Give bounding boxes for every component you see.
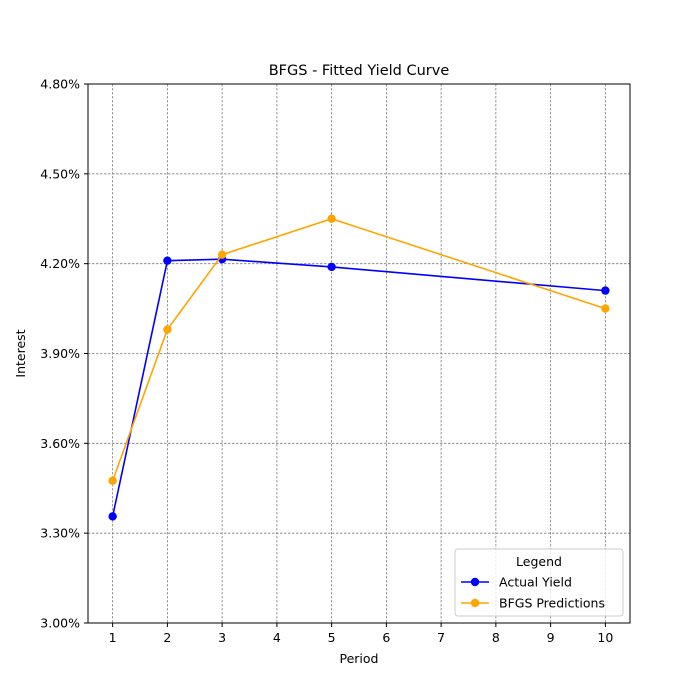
legend-label: BFGS Predictions [499,596,605,611]
legend: Legend Actual Yield BFGS Predictions [454,548,624,617]
x-tick-label: 2 [163,630,171,645]
x-tick-label: 8 [492,630,500,645]
y-tick-label: 4.20% [40,256,80,271]
data-point [327,262,336,272]
data-point [108,512,117,521]
y-tick-label: 3.00% [40,616,80,631]
series-bfgs-predictions [108,214,610,485]
data-point [108,476,117,485]
legend-marker [470,577,480,587]
y-tick-label: 3.30% [40,526,80,541]
data-point [163,325,172,334]
legend-item: BFGS Predictions [461,596,605,611]
x-tick-label: 10 [597,630,613,645]
legend-label: Actual Yield [499,575,572,590]
data-point [163,256,172,265]
y-tick-label: 4.50% [40,166,80,181]
legend-item: Actual Yield [461,575,572,590]
data-point [601,286,610,295]
y-tick-label: 3.90% [40,346,80,361]
legend-items: Actual Yield BFGS Predictions [461,575,605,611]
x-tick-label: 4 [273,630,281,645]
legend-box [454,548,624,617]
data-point [327,214,336,223]
axis-ticks: 1 2 3 4 5 6 7 8 9 10 3.00% 3.30% 3.60% 3.90% 4.20% 4.50… [40,77,613,646]
x-axis-label: Period [340,651,379,666]
x-tick-label: 6 [382,630,390,645]
x-tick-label: 1 [109,630,117,645]
y-tick-label: 4.80% [40,77,80,92]
legend-marker [470,598,480,608]
data-point [217,250,227,259]
y-tick-label: 3.60% [40,436,80,451]
legend-title: Legend [516,554,562,569]
chart-title: BFGS - Fitted Yield Curve [269,63,450,79]
series-actual-yield [108,254,610,521]
y-axis-label: Interest [13,329,28,377]
x-tick-label: 5 [328,630,336,645]
x-tick-label: 3 [218,630,226,645]
x-tick-label: 7 [437,630,445,645]
data-point [601,304,610,313]
series-layer [108,214,610,521]
x-tick-label: 9 [547,630,555,645]
